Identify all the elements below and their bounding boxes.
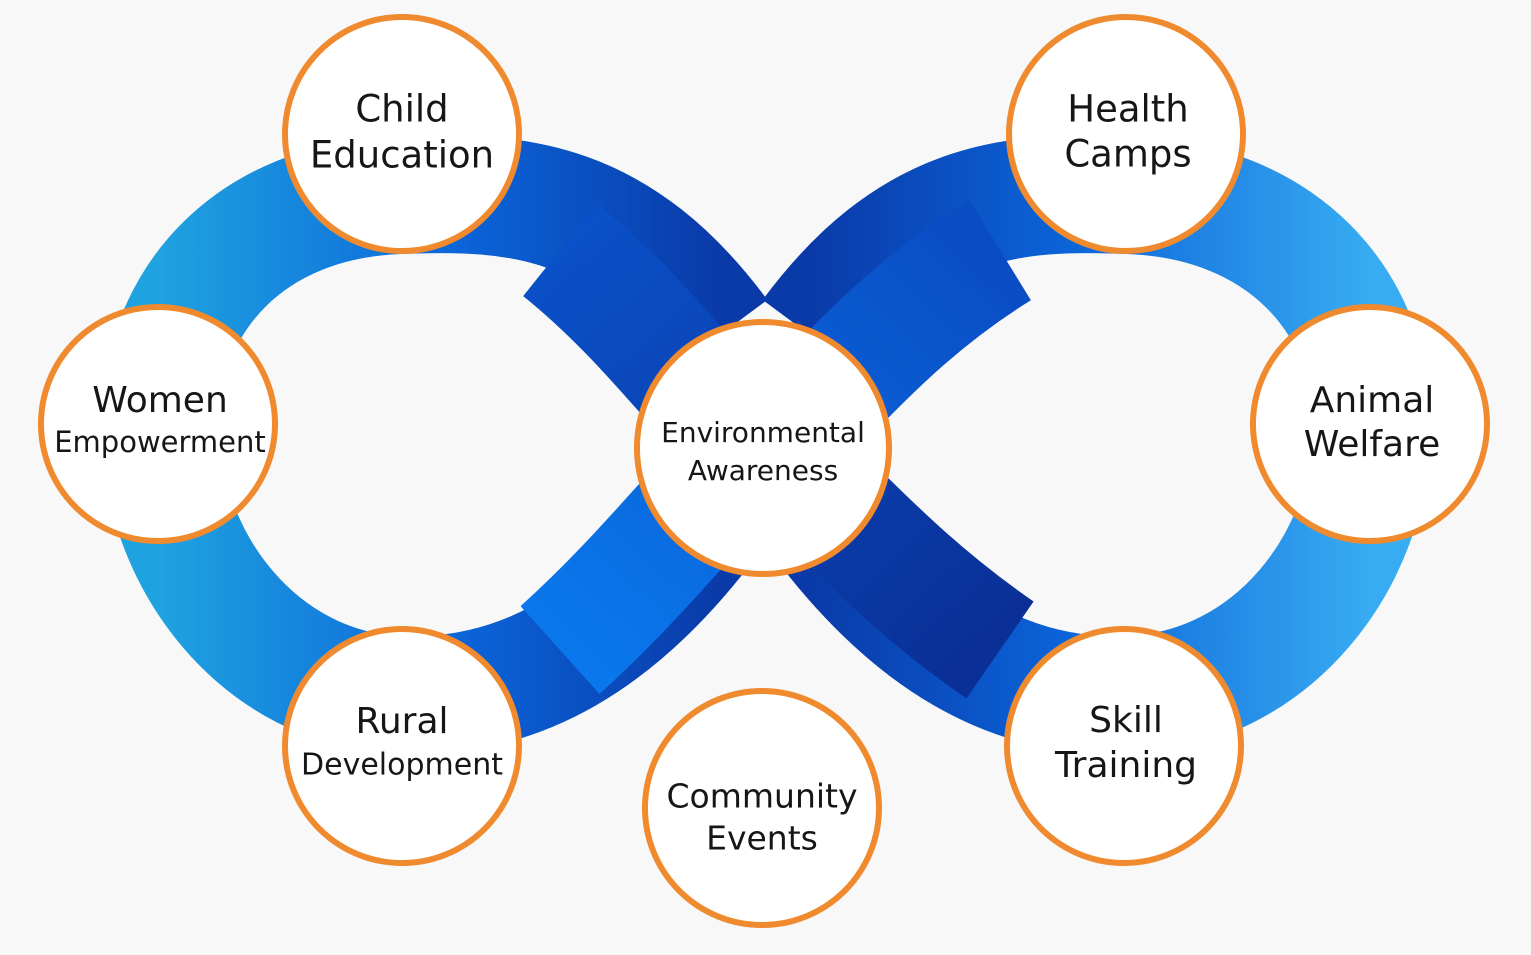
node-label-line2: Development: [301, 748, 503, 783]
node-circle: [1250, 304, 1490, 544]
node-label-line1: Environmental: [661, 416, 865, 449]
node-label-line1: Skill: [1089, 700, 1163, 741]
node-label-line2: Education: [310, 134, 494, 177]
node-label-line2: Welfare: [1304, 424, 1441, 465]
node-community-events: Community Events: [642, 688, 882, 928]
node-circle: [38, 304, 278, 544]
node-circle: [642, 688, 882, 928]
node-label-line2: Events: [706, 819, 818, 858]
node-label-line2: Awareness: [688, 454, 838, 487]
node-child-education: Child Education: [282, 14, 522, 254]
node-label-line1: Rural: [355, 701, 448, 742]
node-label-line1: Women: [92, 380, 228, 421]
node-label-line2: Training: [1054, 745, 1197, 786]
node-circle: [282, 14, 522, 254]
node-label-line1: Child: [355, 88, 448, 131]
node-environmental-awareness: Environmental Awareness: [634, 319, 892, 577]
node-label-line2: Camps: [1064, 133, 1191, 176]
node-circle: [634, 319, 892, 577]
node-women-empowerment: Women Empowerment: [38, 304, 278, 544]
node-rural-development: Rural Development: [282, 626, 522, 866]
node-skill-training: Skill Training: [1004, 626, 1244, 866]
node-circle: [1004, 626, 1244, 866]
node-circle: [282, 626, 522, 866]
node-health-camps: Health Camps: [1006, 14, 1246, 254]
node-label-line1: Health: [1067, 88, 1189, 131]
node-label-line2: Empowerment: [54, 425, 266, 459]
node-circle: [1006, 14, 1246, 254]
node-label-line1: Animal: [1310, 380, 1435, 421]
node-label-line1: Community: [667, 777, 858, 816]
node-animal-welfare: Animal Welfare: [1250, 304, 1490, 544]
